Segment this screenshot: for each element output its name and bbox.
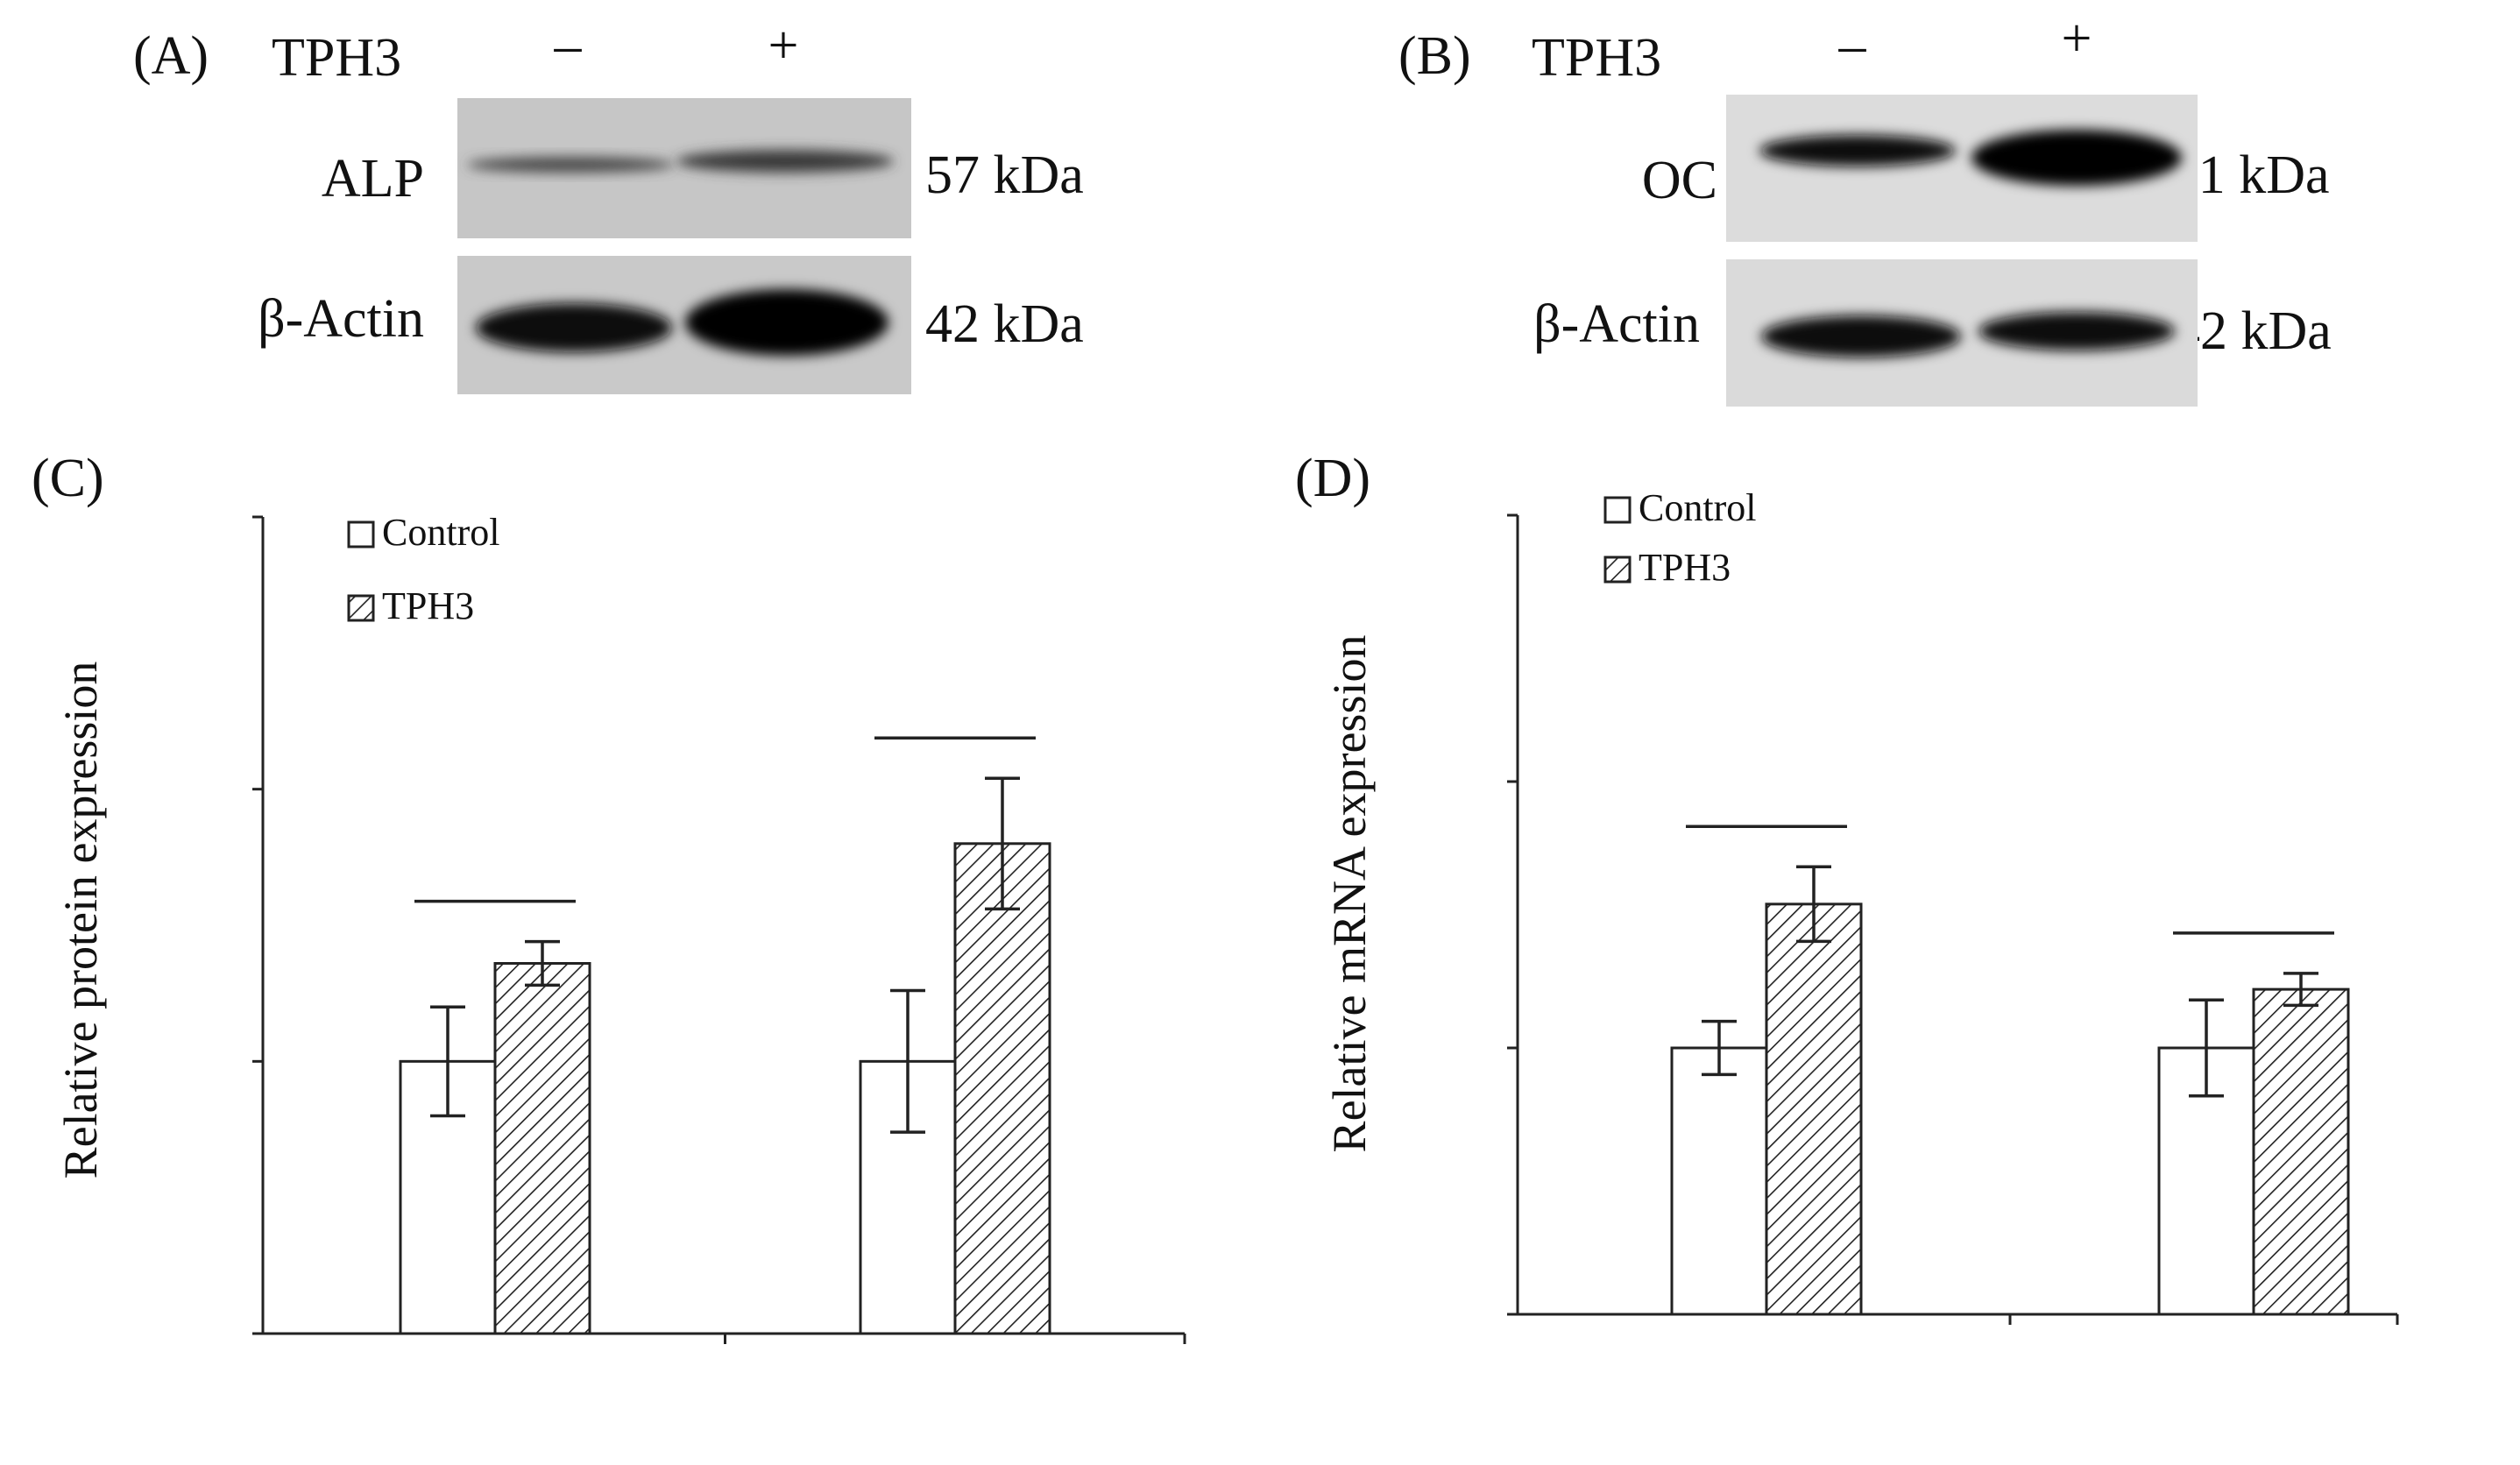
band-alp-control [467, 157, 674, 173]
protein-label-oc: OC [1642, 151, 1717, 210]
band-actin-b-tph3 [1978, 312, 2175, 350]
panel-label-b: (B) [1398, 26, 1471, 86]
legend-label-control-d: Control [1639, 486, 1756, 529]
lane-label-minus-b: – [1838, 16, 1867, 75]
legend-swatch-control-d [1603, 496, 1632, 524]
y-axis-label-c: Relative protein expression [54, 662, 107, 1179]
lane-label-plus-b: + [2062, 9, 2092, 68]
legend-label-tph3-d: TPH3 [1639, 546, 1731, 589]
bar-tph3-alp-d [1765, 902, 1863, 1316]
legend-swatch-tph3-c [347, 594, 375, 622]
size-label-actin-b: 42 kDa [2173, 301, 2332, 361]
bar-tph3-oc-d [2252, 987, 2350, 1316]
lane-label-plus-a: + [768, 16, 799, 75]
legend-c: Control TPH3 [347, 511, 499, 627]
protein-label-actin-b: β-Actin [1533, 294, 1700, 354]
band-oc-tph3 [1971, 130, 2182, 186]
protein-label-actin-a: β-Actin [258, 289, 424, 349]
bar-tph3-oc-c [953, 842, 1051, 1335]
size-label-actin-a: 42 kDa [925, 294, 1084, 354]
legend-swatch-control-c [347, 520, 375, 548]
treatment-label-b: TPH3 [1532, 28, 1661, 88]
legend-swatch-tph3-d [1603, 556, 1632, 584]
bar-tph3-alp-c [493, 961, 591, 1335]
panel-label-d: (D) [1295, 449, 1370, 508]
lane-label-minus-a: – [554, 16, 583, 75]
protein-label-alp: ALP [322, 149, 424, 209]
treatment-label-a: TPH3 [272, 28, 401, 88]
band-oc-control [1759, 135, 1956, 166]
bar-control-alp-d [1670, 1046, 1768, 1316]
legend-label-control-c: Control [382, 511, 499, 554]
blot-panel-a: (A) TPH3 – + ALP β-Actin 57 kDa 42 kDa [133, 16, 1084, 394]
panel-label-a: (A) [133, 26, 209, 86]
plot-area-d [1507, 513, 2399, 1325]
panel-label-c: (C) [32, 449, 104, 508]
plot-area-c [252, 515, 1186, 1344]
y-axis-label-d: Relative mRNA expression [1323, 635, 1376, 1153]
bar-chart-d: (D) Relative mRNA expression Control TPH… [1295, 449, 2399, 1325]
band-actin-a-tph3 [685, 289, 888, 356]
legend-d: Control TPH3 [1603, 486, 1756, 589]
size-label-alp: 57 kDa [925, 145, 1084, 205]
band-actin-b-control [1761, 315, 1961, 357]
blot-panel-b: (B) TPH3 – + OC β-Actin 11 kDa 42 kDa [1398, 9, 2332, 407]
band-actin-a-control [476, 303, 672, 352]
size-label-oc: 11 kDa [2173, 145, 2330, 205]
band-alp-tph3 [676, 150, 894, 173]
bar-chart-c: (C) Relative protein expression Control … [32, 449, 1186, 1344]
legend-label-tph3-c: TPH3 [382, 584, 474, 627]
